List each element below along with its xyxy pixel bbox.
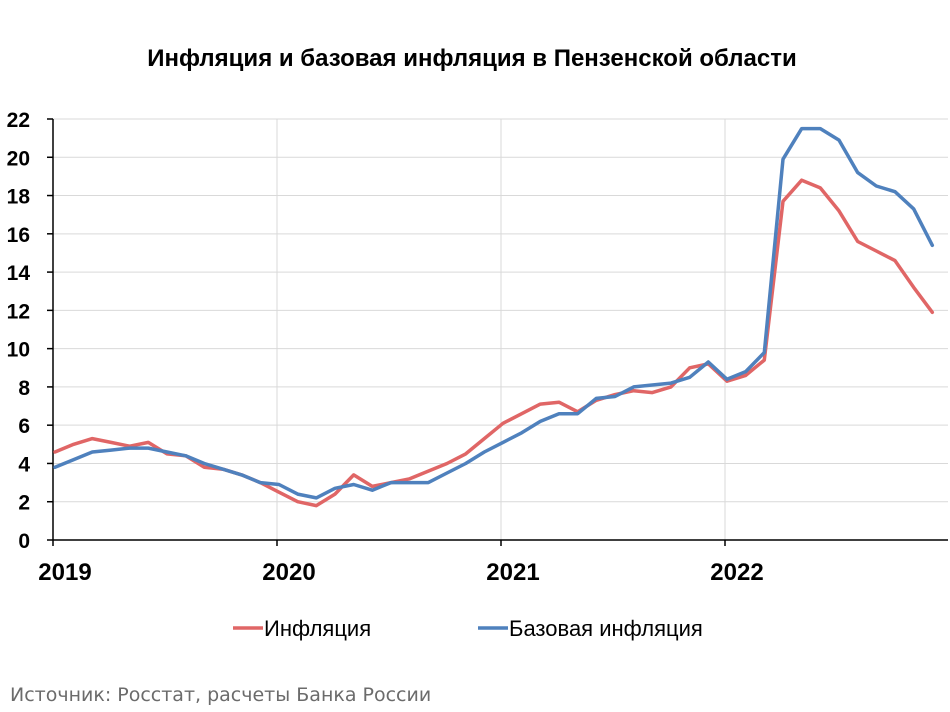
series-line-core-inflation [53, 126, 935, 500]
grid-lines [53, 118, 948, 540]
y-tick-label: 2 [18, 492, 30, 515]
y-tick-label: 16 [7, 224, 30, 247]
y-tick-label: 0 [18, 530, 30, 553]
series-line-inflation [53, 178, 935, 508]
legend-label-core-inflation: Базовая инфляция [509, 616, 703, 641]
legend-label-inflation: Инфляция [264, 616, 371, 641]
chart-title: Инфляция и базовая инфляция в Пензенской… [147, 45, 796, 72]
y-tick-label: 20 [7, 147, 30, 170]
legend: Инфляция Базовая инфляция [233, 616, 703, 641]
y-tick-label: 12 [7, 300, 30, 323]
x-tick-label: 2020 [262, 559, 315, 586]
y-tick-label: 4 [18, 453, 30, 476]
x-tick-label: 2019 [38, 559, 91, 586]
y-tick-label: 6 [18, 415, 30, 438]
x-tick-label: 2021 [486, 559, 539, 586]
y-tick-label: 10 [7, 339, 30, 362]
y-tick-label: 18 [7, 186, 31, 209]
y-tick-label: 14 [7, 262, 31, 285]
y-tick-label: 22 [7, 109, 30, 132]
axes [47, 118, 948, 546]
y-tick-labels: 0 2 4 6 8 10 12 14 16 18 20 22 [7, 109, 31, 553]
y-tick-label: 8 [18, 377, 30, 400]
x-tick-label: 2022 [710, 559, 763, 586]
series-lines [53, 126, 935, 508]
x-tick-labels: 2019 2020 2021 2022 [38, 559, 763, 586]
source-note: Источник: Росстат, расчеты Банка России [10, 684, 432, 706]
